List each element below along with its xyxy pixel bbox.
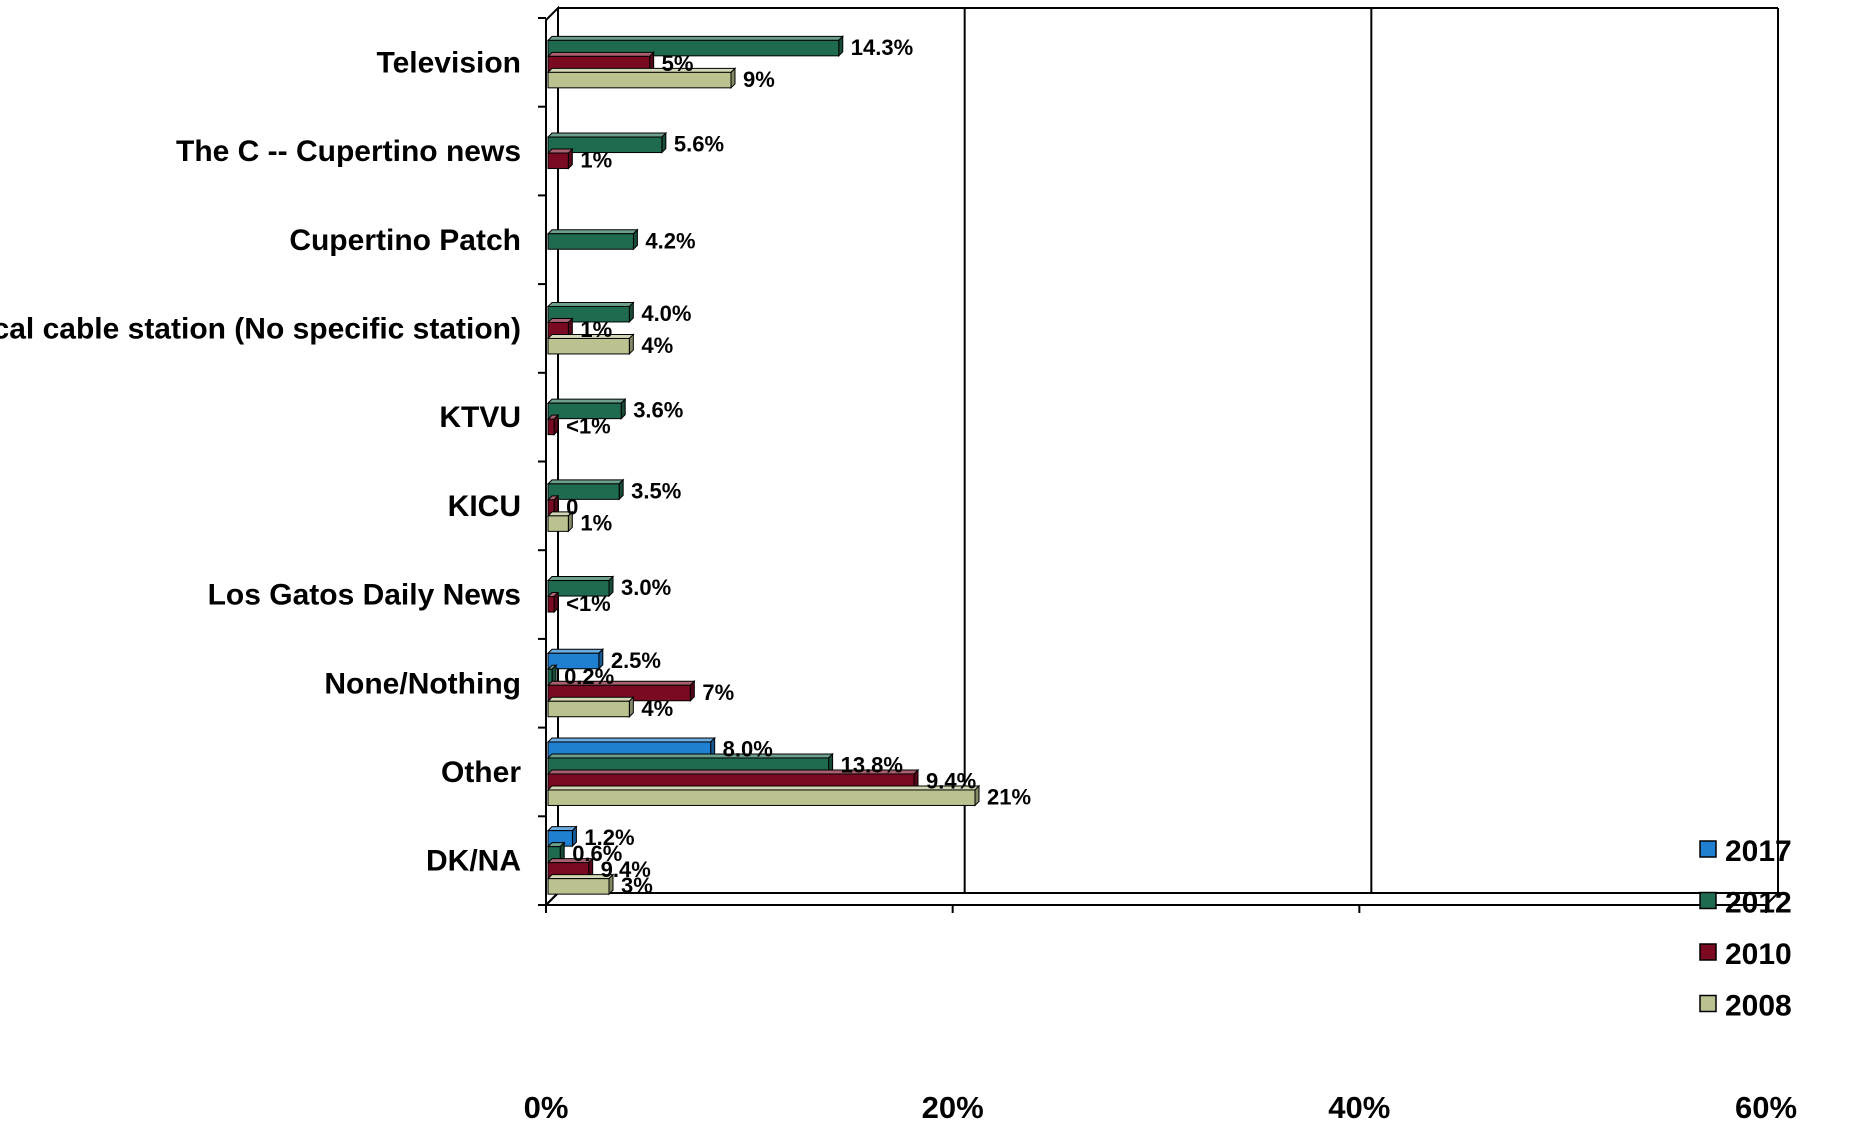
data-label-2012-the-c-cupertino-news: 5.6% — [674, 132, 724, 157]
bar-2012-ktvu — [546, 397, 627, 420]
x-tick-label: 20% — [922, 1090, 984, 1121]
data-label-2012-kicu: 3.5% — [631, 478, 681, 503]
category-label-kicu: KICU — [448, 490, 521, 523]
x-tick-label: 60% — [1735, 1090, 1797, 1121]
y-axis-wall — [545, 5, 559, 908]
legend-swatch — [1699, 994, 1717, 1013]
legend-swatch — [1699, 891, 1717, 910]
data-label-2010-the-c-cupertino-news: 1% — [580, 148, 612, 173]
x-axis-floor — [543, 892, 1781, 906]
data-label-2012-local-cable-station-no-specific-station: 4.0% — [641, 301, 691, 326]
category-labels: Television The C -- Cupertino news Cuperti… — [0, 46, 521, 877]
bar-2010-ktvu — [546, 413, 560, 436]
bar-2010-the-c-cupertino-news — [546, 147, 574, 170]
category-label-television: Television — [377, 46, 522, 79]
bar-2008-other — [546, 784, 981, 807]
legend-item-2008: 2008 — [1699, 990, 1792, 1023]
category-label-other: Other — [441, 756, 521, 789]
category-label-dk-na: DK/NA — [426, 845, 521, 878]
bar-2012-cupertino-patch — [546, 228, 639, 251]
data-label-2012-dk-na: 0.6% — [572, 841, 622, 866]
bar-2017-none-nothing — [546, 648, 605, 670]
data-label-2010-none-nothing: 7% — [702, 680, 734, 705]
legend-item-2012: 2012 — [1699, 887, 1792, 920]
bar-2010-los-gatos-daily-news — [546, 591, 560, 614]
data-label-2008-dk-na: 3% — [621, 873, 653, 898]
bar-2008-local-cable-station-no-specific-station — [546, 333, 635, 356]
bar-2012-kicu — [546, 478, 625, 501]
bar-2008-kicu — [546, 510, 574, 533]
x-tick-label: 40% — [1328, 1090, 1390, 1121]
legend-item-2010: 2010 — [1699, 938, 1792, 971]
data-label-2017-none-nothing: 2.5% — [611, 648, 661, 673]
data-label-2012-los-gatos-daily-news: 3.0% — [621, 575, 671, 600]
bar-2010-kicu — [546, 494, 560, 517]
legend-swatch — [1699, 840, 1717, 858]
data-label-2008-local-cable-station-no-specific-station: 4% — [641, 333, 673, 358]
data-label-2017-dk-na: 1.2% — [584, 825, 634, 850]
axes — [538, 5, 1781, 913]
data-label-2012-cupertino-patch: 4.2% — [645, 228, 695, 253]
category-label-local-cable-station-no-specific-station: Local cable station (No specific station… — [0, 312, 521, 345]
category-label-los-gatos-daily-news: Los Gatos Daily News — [208, 579, 521, 612]
legend: 2017 2012 2010 2008 — [1699, 835, 1792, 1023]
bars — [546, 35, 981, 896]
data-label-2008-television: 9% — [743, 67, 775, 92]
data-label-2008-other: 21% — [987, 784, 1031, 809]
data-label-2012-none-nothing: 0.2% — [564, 664, 614, 689]
data-label-2008-kicu: 1% — [580, 510, 612, 535]
x-tick-label: 0% — [524, 1090, 569, 1121]
data-labels: 14.3%5%9%5.6%1%4.2%4.0%1%4%3.6%<1%3.5%01… — [564, 35, 1031, 898]
data-label-2012-other: 13.8% — [841, 752, 903, 777]
data-label-2008-none-nothing: 4% — [641, 696, 673, 721]
legend-label: 2012 — [1725, 887, 1792, 920]
data-label-2010-television: 5% — [662, 51, 694, 76]
category-label-none-nothing: None/Nothing — [324, 667, 521, 700]
bar-2012-dk-na — [546, 841, 566, 864]
legend-item-2017: 2017 — [1699, 835, 1792, 868]
legend-swatch — [1699, 943, 1717, 961]
category-label-ktvu: KTVU — [439, 401, 521, 434]
data-label-2010-ktvu: <1% — [566, 414, 611, 439]
category-label-the-c-cupertino-news: The C -- Cupertino news — [176, 135, 521, 168]
bar-2008-none-nothing — [546, 696, 635, 718]
legend-label: 2008 — [1725, 990, 1792, 1023]
bar-2008-television — [546, 67, 737, 90]
data-label-2010-other: 9.4% — [926, 768, 976, 793]
legend-label: 2017 — [1725, 835, 1792, 868]
category-label-cupertino-patch: Cupertino Patch — [289, 224, 521, 257]
bar-2008-dk-na — [546, 873, 615, 896]
bar-2012-the-c-cupertino-news — [546, 131, 668, 154]
bar-2012-los-gatos-daily-news — [546, 575, 615, 598]
data-label-2010-dk-na: 9.4% — [601, 857, 651, 882]
data-label-2012-television: 14.3% — [851, 35, 913, 60]
data-label-2017-other: 8.0% — [723, 736, 773, 761]
data-label-2010-kicu: 0 — [566, 494, 578, 519]
data-label-2010-los-gatos-daily-news: <1% — [566, 591, 611, 616]
data-label-2010-local-cable-station-no-specific-station: 1% — [580, 317, 612, 342]
x-tick-labels: 0% 20% 40% 60% — [524, 1090, 1797, 1125]
data-label-2012-ktvu: 3.6% — [633, 398, 683, 423]
legend-label: 2010 — [1725, 938, 1792, 971]
